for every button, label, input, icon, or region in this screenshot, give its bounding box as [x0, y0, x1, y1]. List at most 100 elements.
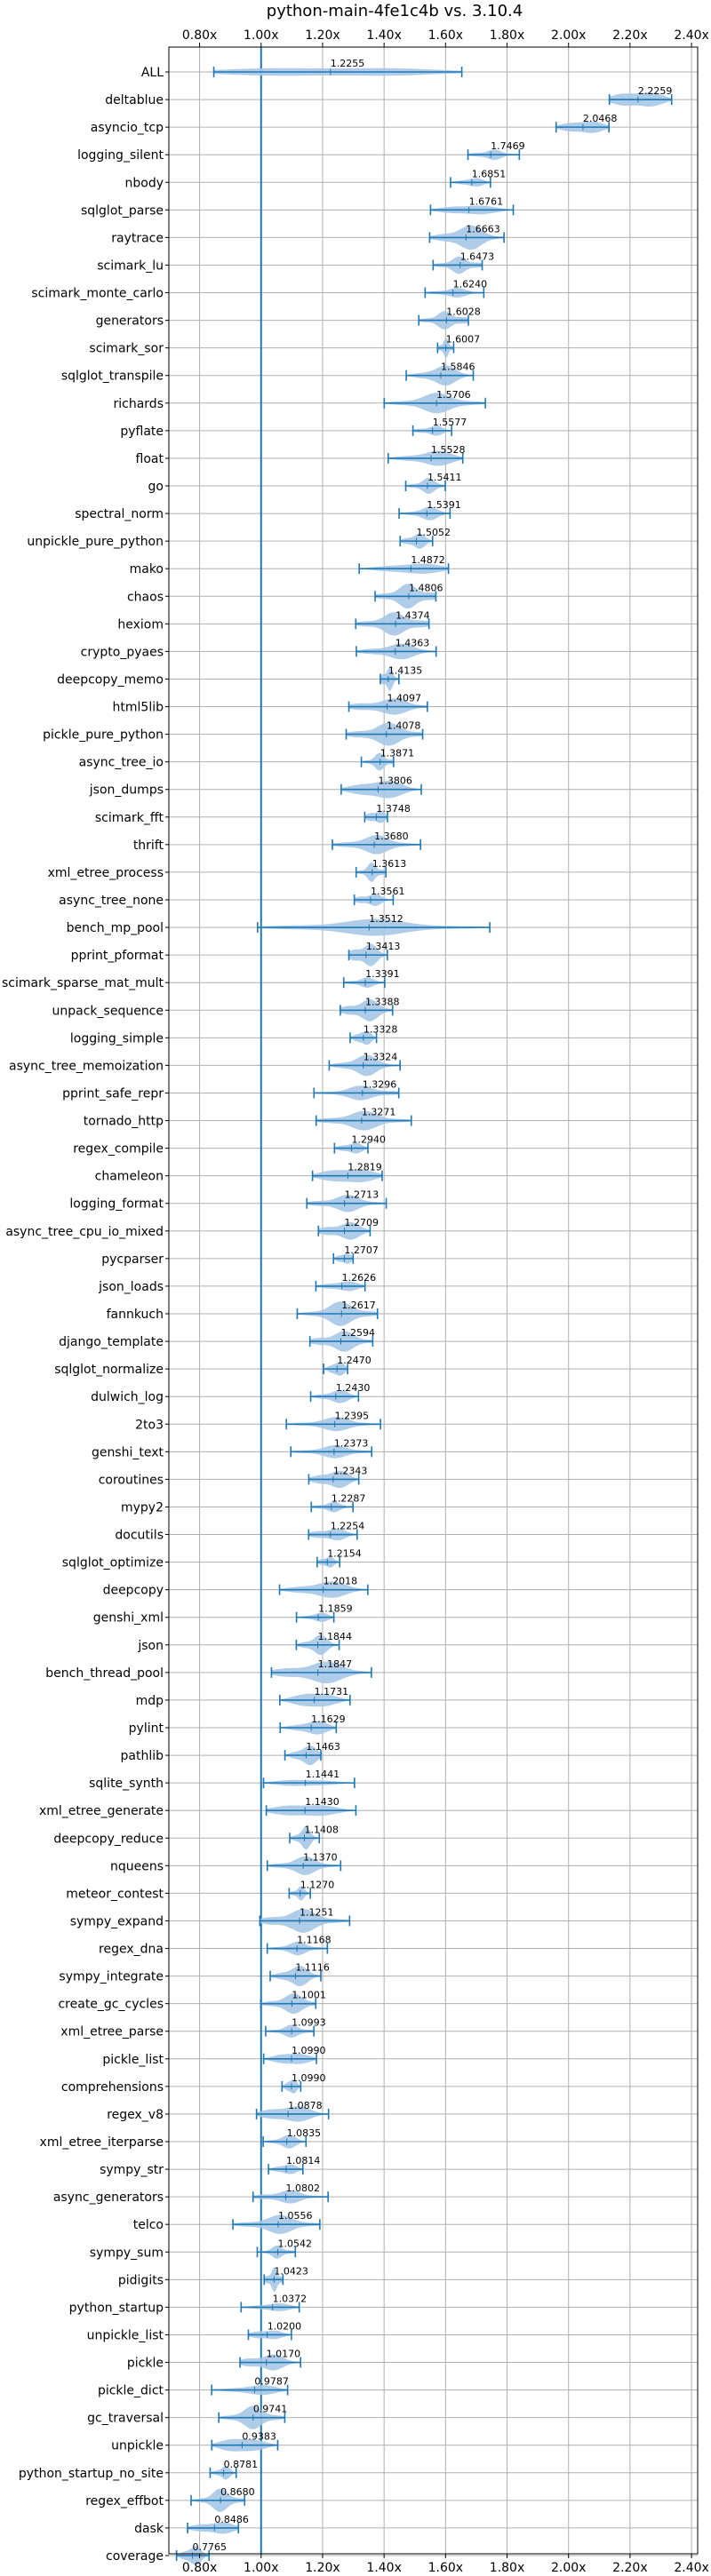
value-label: 1.1270 [300, 1879, 335, 1890]
value-label: 1.0200 [268, 2320, 302, 2332]
category-label: float [136, 452, 164, 466]
value-label: 1.2395 [335, 1410, 370, 1421]
value-label: 1.5577 [433, 417, 467, 428]
value-label: 1.0835 [287, 2127, 322, 2139]
category-label: sympy_str [100, 2163, 164, 2177]
value-label: 1.2940 [351, 1134, 386, 1146]
category-label: xml_etree_generate [39, 1804, 164, 1818]
category-label: unpickle_list [87, 2328, 164, 2342]
value-label: 1.1251 [300, 1906, 334, 1918]
value-label: 1.1001 [292, 1990, 326, 2001]
category-label: async_tree_none [59, 894, 164, 908]
category-label: mako [130, 562, 164, 576]
category-label: sqlite_synth [89, 1777, 164, 1791]
category-label: go [148, 480, 164, 494]
category-label: pickle_dict [98, 2384, 164, 2398]
category-label: comprehensions [61, 2080, 164, 2095]
category-label: nqueens [110, 1859, 164, 1873]
value-label: 1.3748 [376, 803, 411, 815]
category-label: chameleon [95, 1170, 164, 1184]
value-label: 1.2287 [332, 1492, 366, 1504]
category-label: meteor_contest [66, 1887, 164, 1901]
chart-title: python-main-4fe1c4b vs. 3.10.4 [267, 2, 523, 20]
category-label: python_startup_no_site [19, 2467, 164, 2481]
value-label: 1.0814 [286, 2155, 321, 2167]
value-label: 1.6663 [466, 223, 500, 235]
value-label: 1.0423 [274, 2265, 308, 2277]
value-label: 1.1463 [306, 1741, 340, 1753]
category-label: tornado_http [84, 1115, 164, 1129]
category-label: pickle_list [102, 2053, 164, 2067]
category-label: deepcopy_memo [57, 672, 164, 687]
value-label: 1.0990 [292, 2072, 326, 2084]
value-label: 1.3512 [369, 913, 403, 925]
value-label: 1.4097 [387, 693, 422, 704]
category-label: xml_etree_parse [60, 2025, 164, 2039]
category-label: json [137, 1639, 164, 1653]
value-label: 1.2254 [331, 1521, 365, 1532]
category-label: regex_dna [99, 1943, 164, 1957]
value-label: 1.0990 [292, 2045, 326, 2056]
x-tick-label-top: 1.20x [305, 28, 340, 43]
value-label: 0.7765 [192, 2541, 227, 2553]
violin-layer [175, 67, 673, 2565]
category-label: async_generators [53, 2190, 164, 2205]
x-tick-label-bottom: 2.20x [612, 2561, 647, 2575]
category-label: pickle_pure_python [43, 728, 164, 743]
category-label: pycparser [101, 1252, 164, 1267]
category-label: json_loads [98, 1280, 164, 1294]
value-label: 1.6761 [469, 195, 504, 207]
x-tick-label-bottom: 0.80x [182, 2561, 217, 2575]
value-label: 0.8680 [220, 2486, 255, 2498]
value-label: 1.5528 [431, 444, 465, 456]
category-label: sqlglot_normalize [54, 1363, 164, 1377]
category-label: 2to3 [135, 1418, 164, 1432]
value-label: 0.8781 [224, 2459, 259, 2470]
category-label: generators [96, 314, 164, 329]
category-label: pprint_safe_repr [62, 1086, 164, 1101]
value-label: 1.4363 [395, 637, 430, 648]
value-label: 1.3271 [362, 1107, 396, 1118]
category-label: html5lib [113, 701, 164, 715]
value-label: 1.3296 [363, 1078, 397, 1090]
value-label: 1.5706 [436, 389, 471, 401]
category-label: chaos [127, 590, 164, 604]
category-label: create_gc_cycles [58, 1998, 164, 2012]
category-label: genshi_xml [93, 1611, 164, 1626]
category-label: deepcopy_reduce [53, 1832, 164, 1846]
value-label: 1.5391 [427, 499, 460, 511]
value-label: 0.8486 [214, 2514, 248, 2525]
value-label: 1.3413 [366, 941, 401, 952]
category-label: bench_thread_pool [45, 1666, 164, 1681]
value-label: 1.3328 [363, 1023, 398, 1035]
category-label: scimark_monte_carlo [31, 287, 164, 301]
value-label: 1.3871 [380, 748, 415, 759]
category-label: pathlib [121, 1749, 164, 1763]
x-tick-label-bottom: 1.00x [244, 2561, 278, 2575]
value-label: 1.2626 [342, 1272, 377, 1284]
category-label: mypy2 [121, 1500, 164, 1515]
category-label: django_template [59, 1335, 164, 1349]
axis-layer: 0.80x 0.80x 1.00x 1.00x 1.20x 1.20x 1.40x 1.40x… [165, 28, 709, 2575]
category-label: pyflate [120, 425, 164, 439]
category-label: coroutines [99, 1473, 164, 1487]
category-label: scimark_sor [89, 342, 164, 356]
value-label: 1.2343 [333, 1465, 368, 1476]
value-label: 0.9741 [253, 2404, 288, 2415]
value-label: 1.2819 [348, 1162, 382, 1173]
category-label: unpack_sequence [52, 1004, 164, 1018]
category-label: xml_etree_iterparse [40, 2135, 164, 2150]
value-label: 1.0993 [292, 2017, 326, 2029]
x-tick-label-bottom: 1.60x [428, 2561, 463, 2575]
value-label: 1.0542 [278, 2238, 313, 2249]
category-label: spectral_norm [75, 507, 164, 521]
value-label: 1.1859 [318, 1603, 353, 1615]
x-tick-label-top: 2.00x [551, 28, 586, 43]
category-label: telco [133, 2218, 164, 2232]
category-label: pylint [129, 1721, 164, 1736]
category-label: crypto_pyaes [81, 645, 164, 659]
value-label: 1.2430 [336, 1382, 371, 1394]
value-label: 1.0372 [273, 2293, 308, 2304]
value-label: 1.2373 [334, 1437, 369, 1449]
value-label: 1.1370 [303, 1851, 338, 1863]
